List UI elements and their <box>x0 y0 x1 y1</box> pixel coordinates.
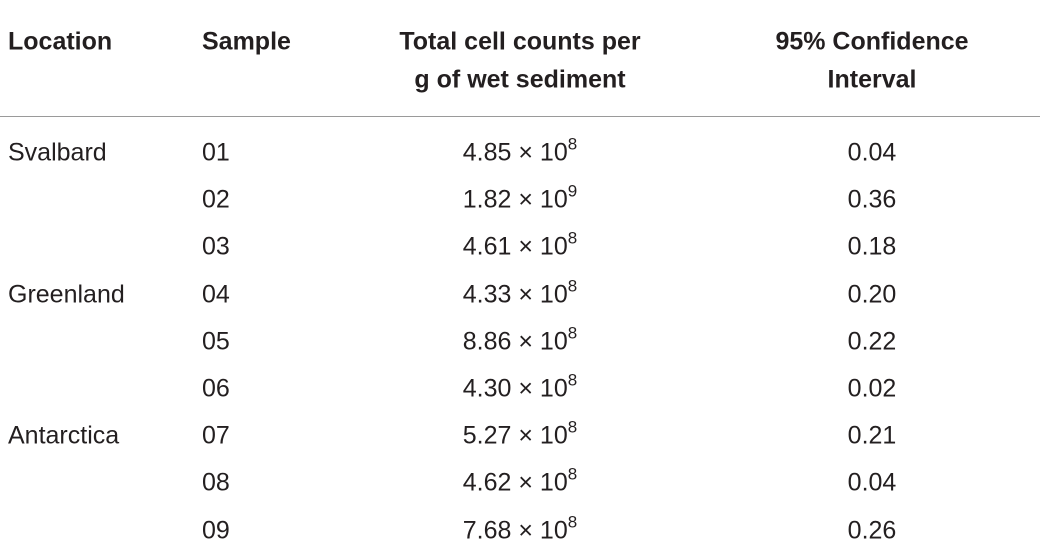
confidence-interval: 0.20 <box>847 280 897 309</box>
cell-count: 8.86 × 108 <box>462 324 577 356</box>
confidence-interval: 0.04 <box>847 138 897 167</box>
confidence-interval: 0.02 <box>847 374 897 403</box>
cell-count: 4.33 × 108 <box>462 277 577 309</box>
cell-count-exponent: 8 <box>567 512 578 532</box>
sample: 03 <box>202 232 230 261</box>
sample: 02 <box>202 185 230 214</box>
cell-count-mantissa: 5.27 × 10 <box>462 421 568 450</box>
cell-count-exponent: 8 <box>567 228 578 248</box>
cell-count: 4.30 × 108 <box>462 372 577 403</box>
confidence-interval: 0.18 <box>847 232 897 261</box>
column-header: Sample <box>202 27 291 56</box>
header-rule <box>0 116 1040 117</box>
cell-count-mantissa: 4.62 × 10 <box>462 468 568 497</box>
sample: 01 <box>202 138 230 167</box>
sample: 07 <box>202 421 230 450</box>
cell-count-exponent: 8 <box>567 417 578 437</box>
cell-count-exponent: 8 <box>567 370 578 390</box>
cell-count-mantissa: 7.68 × 10 <box>462 516 568 545</box>
column-header: 95% Confidence <box>775 27 969 56</box>
confidence-interval: 0.04 <box>847 468 897 497</box>
sample: 08 <box>202 468 230 497</box>
cell-count-exponent: 8 <box>567 276 578 296</box>
confidence-interval: 0.21 <box>847 421 897 450</box>
cell-count-mantissa: 8.86 × 10 <box>462 327 568 356</box>
cell-count-mantissa: 4.85 × 10 <box>462 138 568 167</box>
cell-count: 5.27 × 108 <box>462 419 577 450</box>
cell-count-mantissa: 4.33 × 10 <box>462 280 568 309</box>
confidence-interval: 0.26 <box>847 516 897 545</box>
cell-count-exponent: 9 <box>567 181 578 201</box>
location: Svalbard <box>8 138 107 167</box>
location: Antarctica <box>8 421 120 450</box>
cell-count: 4.62 × 108 <box>462 466 577 497</box>
cell-count-mantissa: 4.61 × 10 <box>462 232 568 261</box>
cell-count: 4.85 × 108 <box>462 136 577 167</box>
cell-count: 7.68 × 108 <box>462 513 577 545</box>
sample: 09 <box>202 516 230 545</box>
column-header: g of wet sediment <box>414 65 626 94</box>
sample: 05 <box>202 327 230 356</box>
location: Greenland <box>8 280 125 309</box>
confidence-interval: 0.22 <box>847 327 897 356</box>
cell-count-mantissa: 4.30 × 10 <box>462 374 568 403</box>
column-header: Location <box>8 27 113 56</box>
sample: 06 <box>202 374 230 403</box>
column-header: Total cell counts per <box>399 27 641 56</box>
confidence-interval: 0.36 <box>847 185 897 214</box>
cell-count-mantissa: 1.82 × 10 <box>462 185 568 214</box>
cell-count-exponent: 8 <box>567 134 578 154</box>
column-header: Interval <box>827 65 917 94</box>
cell-count: 1.82 × 109 <box>462 183 577 214</box>
cell-count: 4.61 × 108 <box>462 230 577 261</box>
sample: 04 <box>202 280 230 309</box>
cell-count-exponent: 8 <box>567 323 578 343</box>
cell-count-exponent: 8 <box>567 464 578 484</box>
